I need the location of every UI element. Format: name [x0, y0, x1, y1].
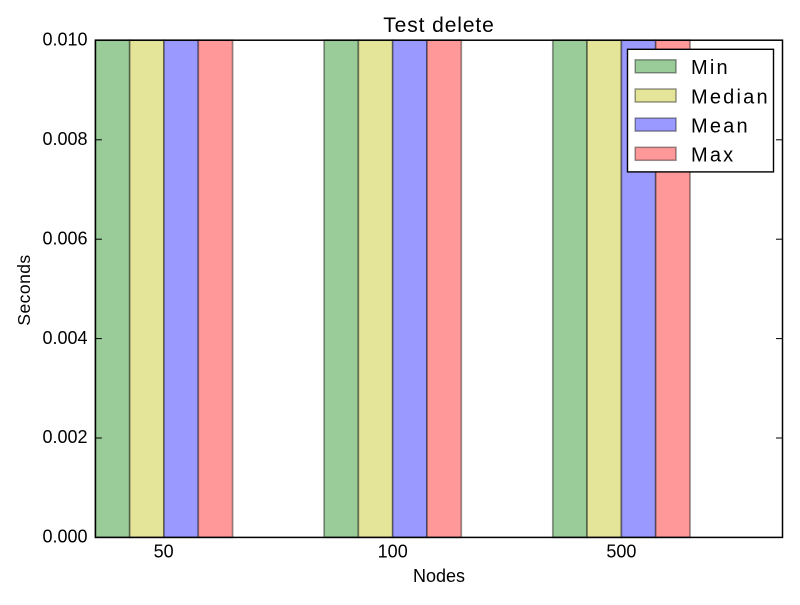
svg-text:Max: Max — [691, 145, 735, 167]
svg-text:0.002: 0.002 — [42, 427, 87, 447]
svg-text:Mean: Mean — [691, 115, 750, 137]
svg-text:500: 500 — [606, 542, 636, 562]
svg-text:0.006: 0.006 — [42, 228, 87, 248]
svg-text:0.000: 0.000 — [42, 527, 87, 547]
svg-text:50: 50 — [154, 542, 174, 562]
svg-text:100: 100 — [378, 542, 408, 562]
svg-text:0.004: 0.004 — [42, 328, 87, 348]
svg-text:Min: Min — [691, 57, 730, 79]
svg-text:Median: Median — [691, 86, 770, 108]
svg-text:0.008: 0.008 — [42, 129, 87, 149]
svg-text:Nodes: Nodes — [413, 566, 465, 586]
svg-text:0.010: 0.010 — [42, 30, 87, 50]
svg-text:Seconds: Seconds — [14, 254, 34, 325]
svg-text:Test delete: Test delete — [383, 14, 494, 37]
